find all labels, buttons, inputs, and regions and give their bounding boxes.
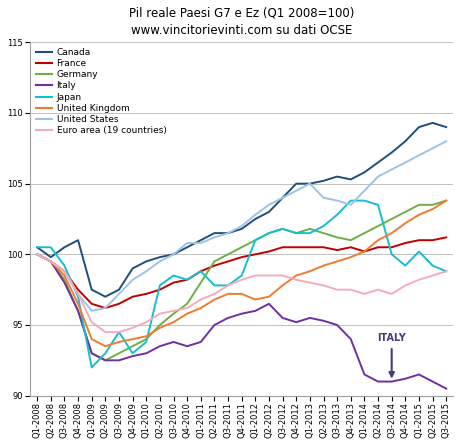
Text: ITALY: ITALY (376, 333, 405, 344)
Legend: Canada, France, Germany, Italy, Japan, United Kingdom, United States, Euro area : Canada, France, Germany, Italy, Japan, U… (33, 45, 169, 138)
Title: Pil reale Paesi G7 e Ez (Q1 2008=100)
www.vincitorievinti.com su dati OCSE: Pil reale Paesi G7 e Ez (Q1 2008=100) ww… (129, 7, 353, 37)
